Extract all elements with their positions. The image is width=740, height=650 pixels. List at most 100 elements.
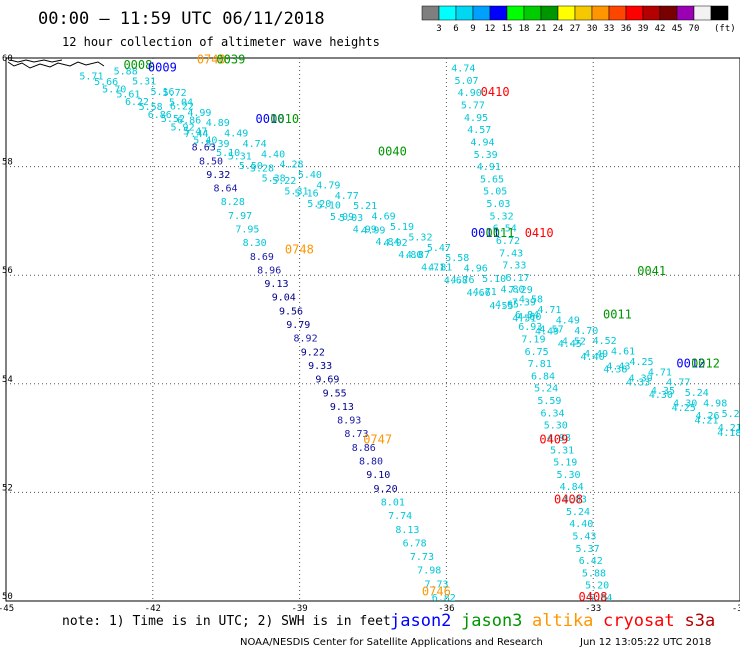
swh-value-label: 5.22 [272, 176, 296, 187]
pass-time-label: 0408 [579, 590, 608, 604]
swh-value-label: 4.40 [581, 352, 605, 363]
swh-value-label: 6.42 [579, 556, 603, 567]
swh-value-label: 4.28 [279, 160, 303, 171]
y-tick-label: 54 [2, 375, 13, 385]
swh-value-label: 4.52 [562, 337, 586, 348]
swh-value-label: 5.66 [94, 77, 118, 88]
swh-value-label: 4.69 [372, 212, 396, 223]
swh-value-label: 5.59 [537, 396, 561, 407]
colorbar-tick: 70 [689, 24, 700, 34]
swh-value-label: 4.99 [353, 225, 377, 236]
swh-value-label: 6.84 [515, 310, 539, 321]
swh-value-label: 9.22 [301, 347, 325, 358]
swh-value-label: 5.37 [576, 544, 600, 555]
swh-value-label: 9.33 [308, 361, 332, 372]
swh-value-label: 4.99 [361, 225, 385, 236]
pass-time-label: 0011 [603, 308, 632, 322]
altimeter-tracks: 5.885.315.165.044.994.894.494.744.404.28… [79, 64, 740, 604]
swh-value-label: 4.38 [603, 365, 627, 376]
swh-value-label: 4.45 [558, 339, 582, 350]
swh-value-label: 4.30 [649, 390, 673, 401]
swh-value-label: 5.61 [116, 90, 140, 101]
swh-value-label: 8.92 [294, 334, 318, 345]
colorbar-tick: 39 [638, 24, 649, 34]
colorbar-swatch [591, 5, 610, 21]
swh-value-label: 7.33 [502, 261, 526, 272]
colorbar-swatch [659, 5, 678, 21]
pass-time-label: 0410 [481, 85, 510, 99]
swh-value-label: 4.71 [473, 287, 497, 298]
swh-value-label: 8.28 [221, 197, 245, 208]
swh-value-label: 4.21 [694, 415, 718, 426]
swh-value-label: 4.30 [673, 398, 697, 409]
swh-value-label: 4.60 [517, 312, 541, 323]
colorbar-swatch [693, 5, 712, 21]
colorbar-tick: 3 [436, 24, 441, 34]
swh-value-label: 5.40 [298, 170, 322, 181]
swh-value-label: 7.19 [521, 334, 545, 345]
swh-value-label: 5.50 [239, 161, 263, 172]
swh-value-label: 4.80 [398, 250, 422, 261]
swh-value-label: 5.23 [722, 409, 740, 420]
swh-value-label: 5.31 [550, 445, 574, 456]
pass-time-label: 0010 [256, 112, 285, 126]
legend-s3a: s3a [685, 611, 716, 631]
swh-value-label: 4.98 [547, 433, 571, 444]
swh-value-label: 5.10 [482, 274, 506, 285]
swh-value-label: 4.55 [489, 301, 513, 312]
swh-value-label: 5.19 [553, 458, 577, 469]
pass-time-label: 0011 [486, 226, 515, 240]
footer-timestamp: Jun 12 13:05:22 UTC 2018 [579, 637, 711, 648]
swh-value-label: 9.79 [286, 320, 310, 331]
swh-value-label: 4.71 [648, 367, 672, 378]
swh-value-label: 4.39 [629, 374, 653, 385]
satellite-legend: jason2 jason3 altika cryosat s3a [390, 611, 715, 631]
swh-value-label: 9.56 [279, 306, 303, 317]
swh-value-label: 5.58 [445, 253, 469, 264]
track-jason3-b: 5.715.706.226.865.925.405.105.505.385.31… [79, 72, 740, 440]
swh-value-label: 4.43 [606, 361, 630, 372]
colorbar-tick: 27 [570, 24, 581, 34]
pass-time-label: 0746 [422, 585, 451, 599]
swh-value-label: 4.40 [261, 149, 285, 160]
colorbar-tick: 45 [672, 24, 683, 34]
swh-value-label: 9.13 [330, 402, 354, 413]
grid-lines [6, 58, 740, 601]
swh-value-label: 4.26 [695, 411, 719, 422]
swh-value-label: 8.01 [381, 497, 405, 508]
colorbar-swatch [710, 5, 729, 21]
swh-value-label: 5.24 [534, 384, 558, 395]
swh-value-label: 9.04 [272, 293, 296, 304]
swh-value-label: 5.92 [171, 123, 195, 134]
swh-value-label: 7.29 [509, 285, 533, 296]
swh-value-label: 5.20 [307, 199, 331, 210]
swh-value-label: 5.72 [163, 88, 187, 99]
swh-value-label: 4.95 [464, 113, 488, 124]
swh-value-label: 5.20 [585, 581, 609, 592]
swh-value-label: 5.40 [193, 135, 217, 146]
swh-value-label: 7.73 [410, 552, 434, 563]
axis-ticks: -45 -42 -39 -36 -33 -30 60 58 56 54 52 50 [0, 54, 740, 614]
swh-value-label: 4.33 [626, 377, 650, 388]
colorbar-swatch [506, 5, 525, 21]
swh-value-label: 4.57 [467, 125, 491, 136]
swh-value-label: 4.99 [187, 108, 211, 119]
colorbar-swatch [540, 5, 559, 21]
colorbar-tick: 24 [553, 24, 564, 34]
swh-value-label: 6.22 [125, 97, 149, 108]
swh-value-label: 5.88 [114, 66, 138, 77]
colorbar-tick: 30 [587, 24, 598, 34]
swh-value-label: 4.35 [651, 386, 675, 397]
swh-value-label: 8.50 [199, 156, 223, 167]
plot-area: 5.885.315.165.044.994.894.494.744.404.28… [5, 52, 740, 604]
swh-value-label: 4.68 [444, 275, 468, 286]
swh-value-label: 5.10 [317, 201, 341, 212]
colorbar-unit: (ft) [714, 24, 736, 34]
swh-value-label: 4.98 [703, 398, 727, 409]
y-tick-label: 52 [2, 483, 13, 493]
colorbar-swatch [523, 5, 542, 21]
colorbar-swatch [608, 5, 627, 21]
swh-value-label: 7.97 [228, 211, 252, 222]
swh-value-label: 5.32 [490, 211, 514, 222]
swh-value-label: 7.98 [417, 566, 441, 577]
